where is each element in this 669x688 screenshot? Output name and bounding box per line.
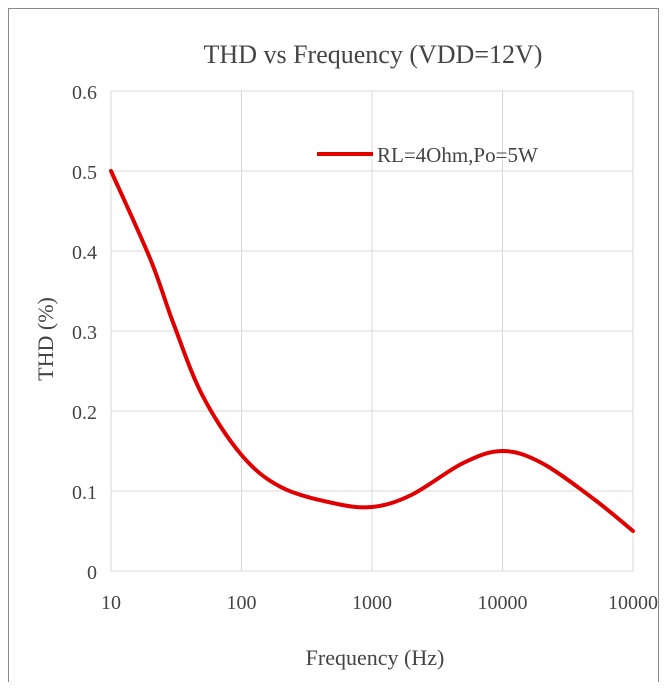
grid-layer <box>110 90 634 572</box>
x-axis-label: Frequency (Hz) <box>306 645 445 670</box>
chart-frame: THD vs Frequency (VDD=12V) 0 0.1 0.2 0.3 0.4… <box>8 8 659 682</box>
y-tick-label: 0.2 <box>72 402 97 424</box>
y-tick-label: 0 <box>87 562 97 584</box>
tick-layer: 0 0.1 0.2 0.3 0.4 0.5 0.6 10 100 1000 10000 10000 <box>72 82 658 614</box>
y-axis-label: THD (%) <box>33 297 58 381</box>
series-layer <box>109 169 635 533</box>
x-tick-label: 10000 <box>608 592 658 614</box>
chart-title: THD vs Frequency (VDD=12V) <box>204 40 543 69</box>
thd-chart: THD vs Frequency (VDD=12V) 0 0.1 0.2 0.3 0.4… <box>33 40 658 670</box>
y-tick-label: 0.4 <box>72 242 97 264</box>
x-tick-label: 1000 <box>352 592 392 614</box>
x-tick-label: 100 <box>227 592 257 614</box>
y-tick-label: 0.3 <box>72 322 97 344</box>
legend-label: RL=4Ohm,Po=5W <box>377 143 538 167</box>
x-tick-label: 10000 <box>478 592 528 614</box>
x-tick-label: 10 <box>101 592 121 614</box>
legend: RL=4Ohm,Po=5W <box>317 143 538 167</box>
y-tick-label: 0.5 <box>72 162 97 184</box>
y-tick-label: 0.1 <box>72 482 97 504</box>
y-tick-label: 0.6 <box>72 82 97 104</box>
series-line <box>109 169 635 533</box>
